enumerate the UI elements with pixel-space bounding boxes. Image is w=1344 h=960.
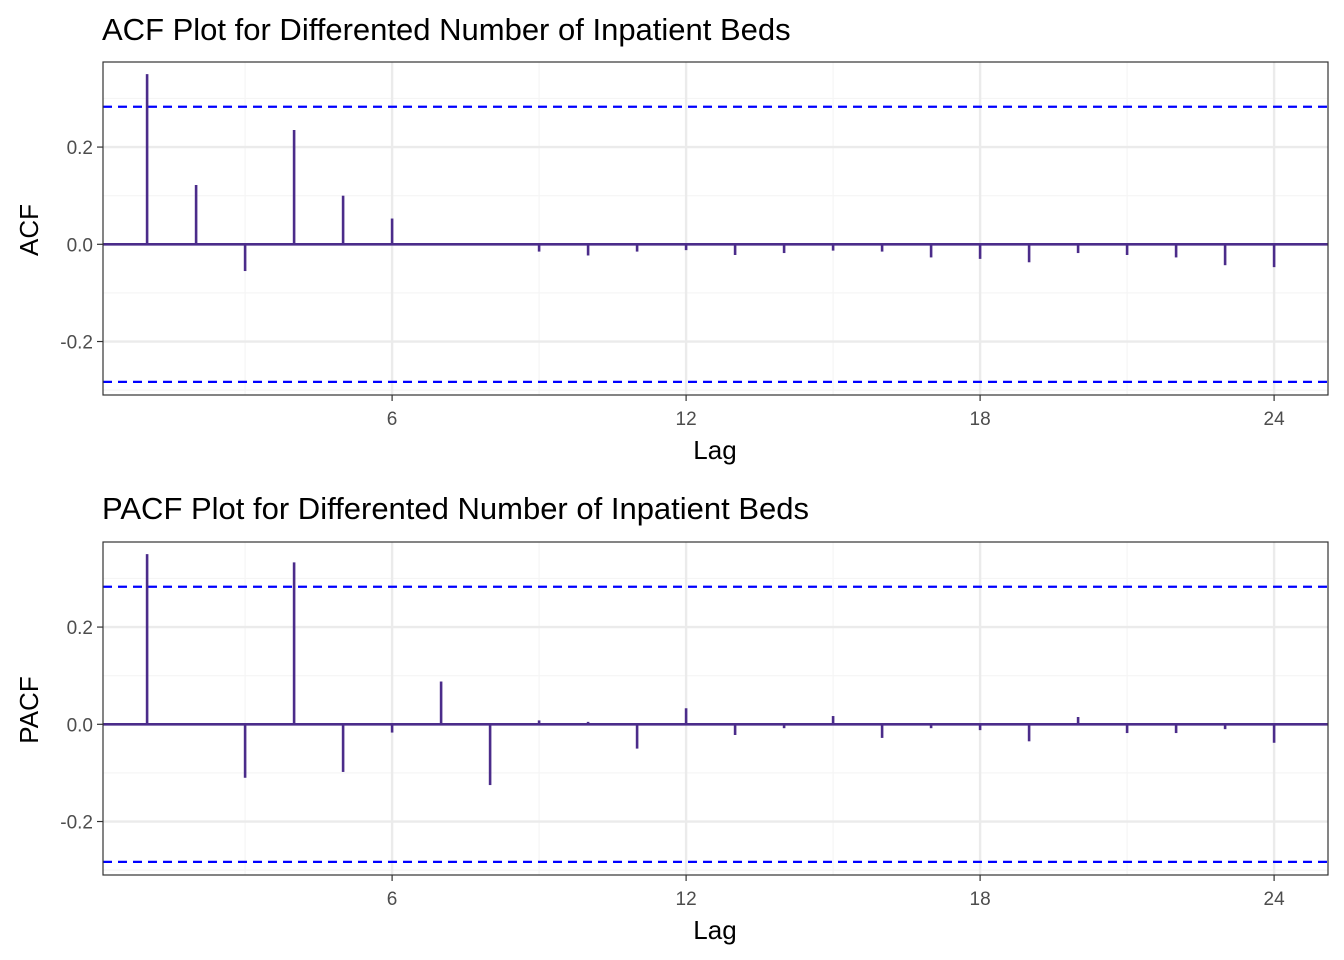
acf-plot-area: 6 12 18 24 -0.2 0.0 0.2	[60, 61, 1329, 430]
pacf-y-tick-label: -0.2	[60, 813, 93, 834]
pacf-panel-background	[103, 542, 1328, 875]
pacf-chart-title: PACF Plot for Differented Number of Inpa…	[102, 491, 809, 526]
pacf-y-tick-label: 0.2	[67, 618, 93, 639]
acf-chart-title: ACF Plot for Differented Number of Inpat…	[102, 12, 791, 47]
pacf-bars	[145, 554, 1276, 786]
pacf-x-tick-label: 6	[387, 889, 398, 910]
pacf-chart: PACF Plot for Differented Number of Inpa…	[14, 491, 1329, 945]
pacf-x-tick-label: 12	[676, 889, 697, 910]
acf-panel-background	[103, 62, 1328, 395]
pacf-plot-area: 6 12 18 24 -0.2 0.0 0.2	[60, 541, 1329, 910]
acf-x-tick-label: 6	[387, 409, 398, 430]
pacf-panel-border	[102, 541, 1329, 876]
acf-x-tick-label: 18	[970, 409, 991, 430]
acf-y-tick-label: 0.0	[67, 235, 93, 256]
acf-axis-ticks: 6 12 18 24 -0.2 0.0 0.2	[60, 138, 1285, 430]
pacf-x-tick-label: 18	[970, 889, 991, 910]
pacf-axis-ticks: 6 12 18 24 -0.2 0.0 0.2	[60, 618, 1285, 910]
pacf-y-axis-label: PACF	[14, 676, 44, 743]
acf-x-tick-label: 12	[676, 409, 697, 430]
pacf-y-tick-label: 0.0	[67, 715, 93, 736]
acf-y-tick-label: -0.2	[60, 333, 93, 354]
acf-y-axis-label: ACF	[14, 204, 44, 256]
acf-chart: ACF Plot for Differented Number of Inpat…	[14, 12, 1329, 465]
acf-panel-border	[102, 61, 1329, 396]
acf-y-tick-label: 0.2	[67, 138, 93, 159]
pacf-x-axis-label: Lag	[693, 915, 736, 945]
acf-x-tick-label: 24	[1264, 409, 1286, 430]
acf-x-axis-label: Lag	[693, 435, 736, 465]
pacf-x-tick-label: 24	[1264, 889, 1286, 910]
